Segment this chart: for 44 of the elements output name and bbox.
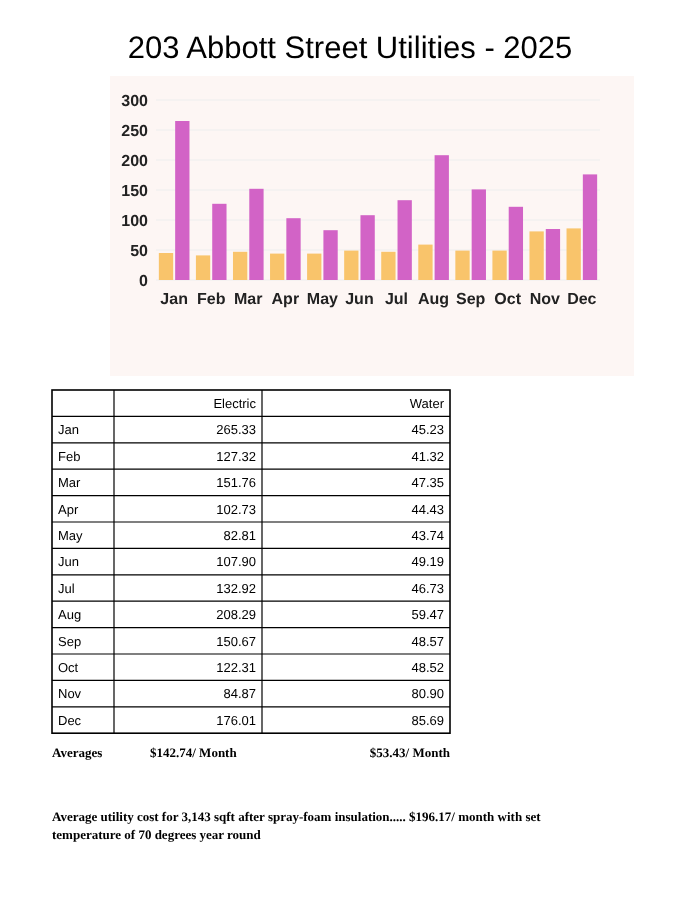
chart-title: 203 Abbott Street Utilities - 2025 xyxy=(127,32,573,66)
bar xyxy=(418,244,433,280)
bar xyxy=(360,215,375,280)
bar xyxy=(381,251,396,280)
x-tick-label: Oct xyxy=(494,290,522,308)
bar xyxy=(158,253,174,280)
bar xyxy=(397,200,412,280)
bar xyxy=(195,255,211,280)
x-tick-label: Mar xyxy=(234,290,263,308)
bar xyxy=(545,229,561,280)
bar xyxy=(307,253,322,280)
y-tick-label: 100 xyxy=(121,212,150,230)
y-tick-label: 50 xyxy=(130,242,150,260)
bar xyxy=(455,250,470,280)
bar xyxy=(323,230,338,280)
y-tick-label: 200 xyxy=(121,152,150,170)
bar xyxy=(582,174,598,280)
bar xyxy=(212,203,227,280)
bar xyxy=(249,188,264,280)
bar xyxy=(344,250,359,280)
bar xyxy=(286,218,301,280)
x-tick-label: May xyxy=(306,290,340,308)
y-tick-label: 150 xyxy=(121,182,150,200)
bar xyxy=(508,206,524,280)
bar xyxy=(492,250,507,280)
y-tick-label: 0 xyxy=(139,272,150,290)
bar xyxy=(566,228,581,280)
x-tick-label: Feb xyxy=(196,290,226,308)
x-tick-label: Sep xyxy=(455,290,486,308)
bar xyxy=(471,189,486,280)
bar xyxy=(175,121,190,280)
bar xyxy=(232,251,248,280)
x-tick-label: Jul xyxy=(384,290,409,308)
x-tick-label: Dec xyxy=(567,290,598,308)
x-tick-label: Jun xyxy=(345,290,374,308)
bar xyxy=(434,155,449,280)
bar xyxy=(529,231,544,280)
x-tick-label: Apr xyxy=(271,290,300,308)
x-tick-label: Jan xyxy=(160,290,189,308)
bar xyxy=(270,253,285,280)
y-tick-label: 250 xyxy=(121,122,150,140)
x-tick-label: Nov xyxy=(529,290,561,308)
x-tick-label: Aug xyxy=(418,290,450,308)
y-tick-label: 300 xyxy=(121,92,150,110)
